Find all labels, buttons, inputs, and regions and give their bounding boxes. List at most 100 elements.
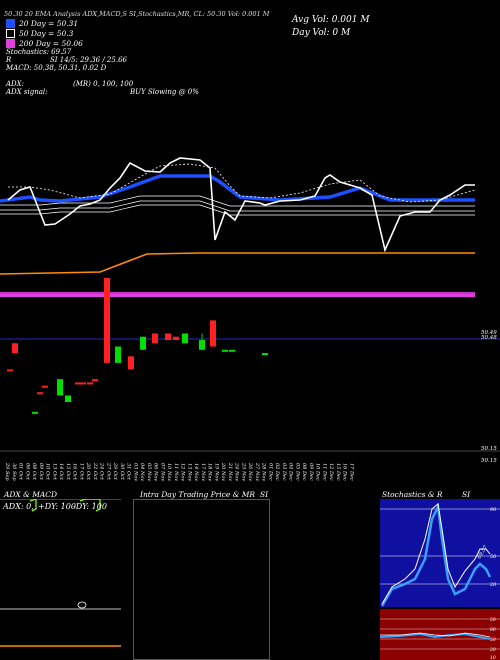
date-label: 07 Nov — [159, 463, 165, 481]
date-label: 01 Oct — [18, 463, 24, 481]
candle-body — [128, 356, 134, 370]
date-label: 27 Nov — [254, 462, 260, 481]
stochastics-label: Stochastics: 69.57 — [6, 48, 72, 56]
candle-body — [7, 369, 13, 372]
stoch-lower-tick-3: 50 — [490, 637, 496, 643]
date-label: 17 Dec — [348, 463, 354, 481]
date-label: 10 Dec — [315, 463, 321, 481]
stoch-lower-blue — [380, 632, 491, 640]
date-label: 17 Oct — [78, 463, 84, 481]
panel2-title: Intra Day Trading Price & MR — [140, 490, 256, 499]
stoch-d-line — [381, 503, 491, 605]
candle-body — [152, 333, 158, 344]
price-label-bottom2: 50.15 — [481, 458, 497, 464]
date-label: 03 Dec — [281, 463, 287, 481]
date-label: 16 Oct — [72, 463, 78, 481]
legend-ema50: 50 Day = 50.3 — [6, 29, 73, 38]
legend-ema20: 20 Day = 50.31 — [6, 19, 78, 28]
date-label: 15 Dec — [335, 463, 341, 481]
avg-vol-label: Avg Vol: 0.001 M — [292, 15, 370, 25]
candle-body — [92, 379, 98, 382]
date-label: 15 Oct — [65, 463, 71, 481]
date-label: 08 Oct — [31, 463, 37, 481]
candle-body — [140, 336, 146, 350]
price-line — [7, 157, 475, 253]
candle-body — [165, 333, 171, 340]
candle-body — [80, 382, 86, 385]
stoch-k-line — [380, 502, 492, 607]
stoch-lower-tick-5: 10 — [490, 655, 496, 660]
candle-body — [222, 349, 228, 352]
macd-label: MACD: 50.38, 50.31, 0.02 D — [6, 64, 107, 72]
adx-signal-label: ADX signal: — [6, 88, 48, 96]
date-label: 06 Nov — [153, 463, 159, 481]
adx-green-bracket-right — [79, 499, 101, 512]
price-label-top: 50.49 — [481, 330, 497, 336]
date-label: 06 Oct — [24, 463, 30, 481]
price-label-bottom: 50.15 — [481, 446, 497, 452]
header-topline: 50.30 20 EMA Analysis ADX,MACD,S SI,Stoc… — [4, 10, 270, 18]
intraday-panel — [133, 499, 270, 660]
date-label: 04 Dec — [288, 463, 294, 481]
date-label: 20 Oct — [85, 462, 91, 481]
date-label: 12 Nov — [180, 463, 186, 481]
legend-ema200: 200 Day = 50.06 — [6, 39, 83, 48]
adx-small-marker — [77, 601, 87, 609]
date-label: 08 Dec — [301, 463, 307, 481]
candle-body — [229, 349, 235, 352]
date-label: 01 Dec — [267, 463, 273, 481]
white-band-3 — [0, 204, 475, 216]
adx-plus-dy: +DY: 100 — [38, 502, 76, 511]
date-label: 19 Nov — [213, 463, 219, 481]
ema200-label: 200 Day = 50.06 — [19, 39, 83, 48]
candle-body — [182, 333, 188, 344]
ema200-band — [0, 292, 475, 297]
date-label: 05 Nov — [146, 463, 152, 481]
date-label: 10 Oct — [45, 463, 51, 481]
date-label: 30 Oct — [119, 463, 125, 481]
stoch-lower-tick-4: 20 — [489, 647, 496, 653]
adx-green-bracket-left — [29, 499, 37, 512]
panel3-title: Stochastics & R — [382, 490, 443, 499]
candle-body — [12, 343, 18, 354]
date-label: 20 Nov — [220, 462, 226, 481]
candle-body — [199, 340, 205, 350]
date-label: 18 Nov — [207, 463, 213, 481]
ema200-swatch — [6, 39, 15, 48]
candle-body — [65, 395, 71, 403]
date-label: 13 Nov — [186, 463, 192, 481]
stoch-tick-50: 50 — [490, 554, 497, 560]
date-label: 31 Oct — [126, 463, 132, 481]
date-label: 09 Oct — [38, 463, 44, 481]
mr-values: (MR) 0, 100, 100 — [73, 80, 134, 88]
adx-label: ADX: — [6, 80, 25, 88]
date-label: 28 Nov — [261, 462, 267, 481]
panel3-si: SI — [462, 490, 471, 499]
date-label: 30 Sep — [11, 463, 17, 481]
date-label: 11 Nov — [173, 463, 179, 481]
adx-macd-panel — [0, 499, 121, 660]
date-label: 04 Nov — [139, 463, 145, 481]
adx-minus-dy: -DY: 100 — [73, 502, 107, 511]
price-label-top2: 50.48 — [481, 335, 497, 341]
candle-body — [104, 277, 110, 363]
candles-group — [7, 277, 268, 414]
ema20-label: 20 Day = 50.31 — [19, 19, 79, 28]
adx-value: ADX: 0, — [3, 502, 34, 511]
candle-body — [87, 382, 93, 385]
white-band-upper — [0, 195, 475, 207]
candle-body — [210, 320, 216, 347]
date-axis: 29 Sep 30 Sep 01 Oct 06 Oct 08 Oct 09 Oct 10 O… — [4, 462, 354, 481]
panel1-title: ADX & MACD — [4, 490, 58, 499]
stoch-tick-90: 90 — [490, 507, 497, 513]
ema20-line — [0, 174, 475, 203]
buy-slowing: BUY Slowing @ 0% — [130, 88, 199, 96]
candle-body — [75, 382, 81, 385]
date-label: 14 Nov — [193, 463, 199, 481]
date-label: 16 Dec — [342, 463, 348, 481]
date-label: 10 Nov — [166, 463, 172, 481]
stoch-lower-bg — [380, 609, 500, 660]
si-label: SI 14/5: 29.36 / 25.66 — [50, 56, 127, 64]
date-label: 03 Nov — [132, 463, 138, 481]
